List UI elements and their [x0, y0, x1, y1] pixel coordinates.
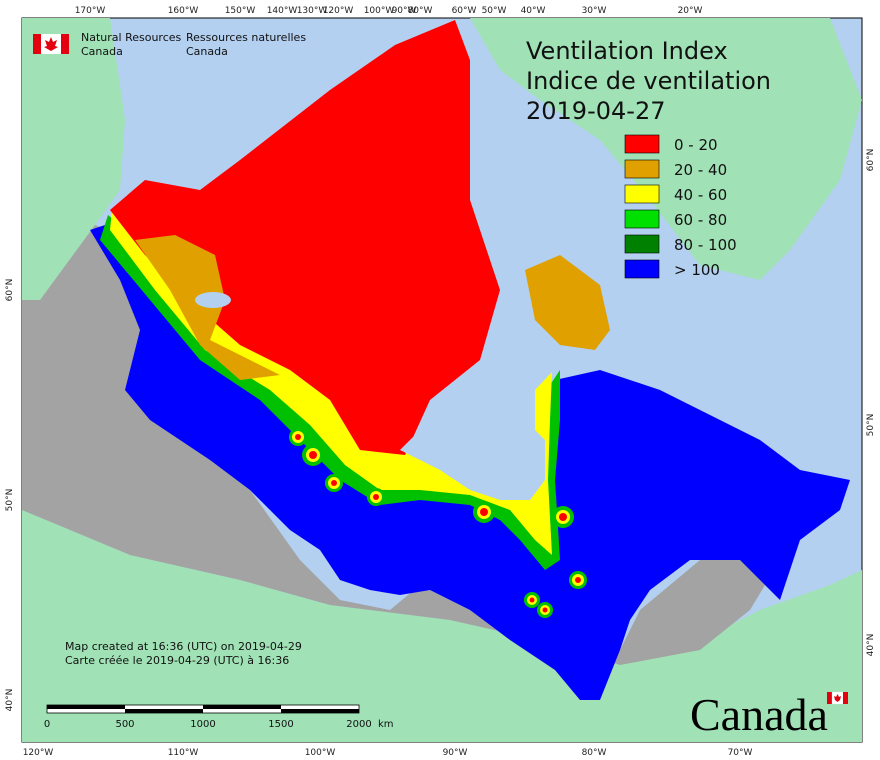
lake [195, 292, 231, 308]
bottom-longitude: 100°W [305, 748, 336, 758]
hotspot [289, 428, 307, 446]
left-latitude: 60°N [5, 279, 15, 302]
scale-unit: km [378, 719, 394, 730]
title-en: Ventilation Index [526, 37, 728, 65]
legend-swatch [624, 234, 660, 254]
legend-swatch [624, 209, 660, 229]
top-longitude: 100°W [364, 6, 395, 16]
legend-swatch [624, 184, 660, 204]
greenland [470, 18, 862, 280]
left-latitude: 40°N [5, 689, 15, 712]
hotspot [537, 602, 553, 618]
country-en: Canada [81, 45, 123, 58]
top-longitude: 150°W [225, 6, 256, 16]
scale-tick: 1500 [268, 719, 293, 730]
hotspot [302, 444, 324, 466]
top-longitude: 40°W [521, 6, 546, 16]
scale-tick: 1000 [190, 719, 215, 730]
top-longitude: 60°W [452, 6, 477, 16]
right-latitude: 60°N [866, 149, 876, 172]
bottom-longitude: 80°W [582, 748, 607, 758]
zone-20-40-east [525, 255, 610, 350]
title-fr: Indice de ventilation [526, 67, 771, 95]
legend-label: 20 - 40 [674, 161, 727, 179]
bottom-longitude: 70°W [728, 748, 753, 758]
top-longitude: 50°W [482, 6, 507, 16]
legend-swatch [624, 134, 660, 154]
scale-bar: 0 500 1000 1500 2000 km [44, 704, 394, 730]
right-latitude: 40°N [866, 634, 876, 657]
title-date: 2019-04-27 [526, 97, 665, 125]
top-longitude: 80°W [408, 6, 433, 16]
top-longitude: 140°W [267, 6, 298, 16]
hudson-bay [400, 410, 545, 500]
top-longitude: 130°W [297, 6, 328, 16]
right-latitude: 50°N [866, 414, 876, 437]
legend-label: 60 - 80 [674, 211, 727, 229]
zone-over-100 [90, 220, 850, 700]
agency-fr: Ressources naturelles [186, 31, 306, 44]
legend-swatch [624, 159, 660, 179]
top-longitude: 90°W [392, 6, 417, 16]
top-longitude: 170°W [75, 6, 106, 16]
legend: 0 - 20 20 - 40 40 - 60 60 - 80 80 - 100 > 100 [624, 134, 737, 279]
bottom-longitude: 110°W [168, 748, 199, 758]
hotspot [325, 474, 343, 492]
legend-label: 0 - 20 [674, 136, 718, 154]
top-longitude: 120°W [323, 6, 354, 16]
left-latitude: 50°N [5, 489, 15, 512]
hotspot [524, 592, 540, 608]
country-fr: Canada [186, 45, 228, 58]
scale-tick: 500 [115, 719, 134, 730]
scale-tick: 2000 [346, 719, 371, 730]
legend-swatch [624, 259, 660, 279]
hotspot [367, 488, 385, 506]
wordmark: Canada [690, 689, 828, 740]
zone-0-20 [110, 20, 500, 455]
hotspot [569, 571, 587, 589]
hotspots [289, 428, 587, 618]
alaska [22, 18, 125, 300]
top-longitude: 20°W [678, 6, 703, 16]
legend-label: > 100 [674, 261, 720, 279]
bottom-longitude: 90°W [443, 748, 468, 758]
gov-logo [33, 34, 69, 54]
map-frame [21, 17, 863, 743]
top-longitude: 30°W [582, 6, 607, 16]
created-en: Map created at 16:36 (UTC) on 2019-04-29 [65, 640, 302, 653]
legend-label: 80 - 100 [674, 236, 737, 254]
wordmark-flag [827, 691, 848, 705]
legend-label: 40 - 60 [674, 186, 727, 204]
top-longitude: 160°W [168, 6, 199, 16]
usa [22, 510, 862, 742]
hotspot [473, 501, 495, 523]
hotspot [552, 506, 574, 528]
scale-tick: 0 [44, 719, 50, 730]
canada-west [22, 225, 780, 690]
bottom-longitude: 120°W [23, 748, 54, 758]
created-fr: Carte créée le 2019-04-29 (UTC) à 16:36 [65, 654, 289, 667]
agency-en: Natural Resources [81, 31, 182, 44]
